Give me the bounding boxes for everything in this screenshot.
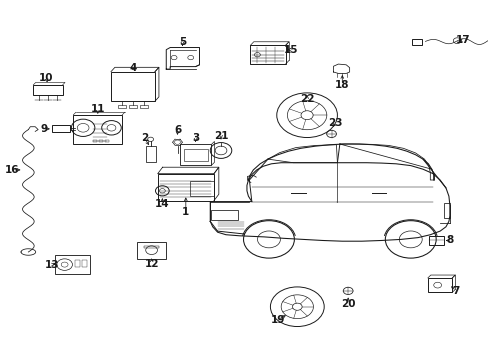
- Bar: [137, 242, 166, 259]
- Bar: [180, 144, 211, 165]
- Bar: [250, 45, 285, 64]
- Bar: [55, 255, 90, 274]
- Bar: [428, 236, 443, 245]
- Bar: [144, 246, 159, 248]
- Text: 17: 17: [455, 35, 470, 45]
- Text: 4: 4: [129, 63, 137, 73]
- Text: 13: 13: [44, 260, 59, 270]
- Text: 16: 16: [5, 165, 20, 175]
- Bar: [427, 278, 451, 292]
- Bar: [75, 260, 80, 267]
- Text: 23: 23: [327, 118, 342, 128]
- Text: 12: 12: [144, 258, 159, 269]
- Text: 1: 1: [182, 207, 189, 217]
- Bar: [129, 105, 137, 108]
- Text: 9: 9: [41, 124, 47, 134]
- Bar: [190, 181, 214, 197]
- Bar: [73, 115, 122, 144]
- Text: 18: 18: [334, 80, 349, 90]
- Text: 20: 20: [340, 299, 355, 309]
- Text: 15: 15: [283, 45, 298, 55]
- Bar: [211, 210, 238, 220]
- Bar: [140, 105, 147, 108]
- Bar: [33, 85, 62, 95]
- Bar: [411, 39, 422, 45]
- Text: 21: 21: [213, 131, 228, 141]
- Text: 11: 11: [90, 104, 105, 114]
- Bar: [183, 149, 207, 161]
- Bar: [145, 146, 155, 162]
- Text: 3: 3: [192, 133, 199, 143]
- Text: 2: 2: [141, 132, 147, 143]
- Text: 8: 8: [446, 235, 452, 246]
- Bar: [81, 260, 86, 267]
- Text: 19: 19: [270, 315, 285, 325]
- Bar: [52, 125, 70, 132]
- Bar: [118, 105, 126, 108]
- Bar: [443, 203, 449, 218]
- Bar: [93, 140, 97, 142]
- Text: 6: 6: [174, 125, 181, 135]
- Text: 22: 22: [299, 94, 314, 104]
- Bar: [111, 72, 155, 101]
- Bar: [104, 140, 109, 142]
- Bar: [157, 174, 214, 201]
- Text: 10: 10: [39, 73, 54, 84]
- Text: 14: 14: [155, 199, 169, 210]
- Bar: [99, 140, 103, 142]
- Text: 5: 5: [179, 37, 185, 48]
- Text: 7: 7: [451, 286, 459, 296]
